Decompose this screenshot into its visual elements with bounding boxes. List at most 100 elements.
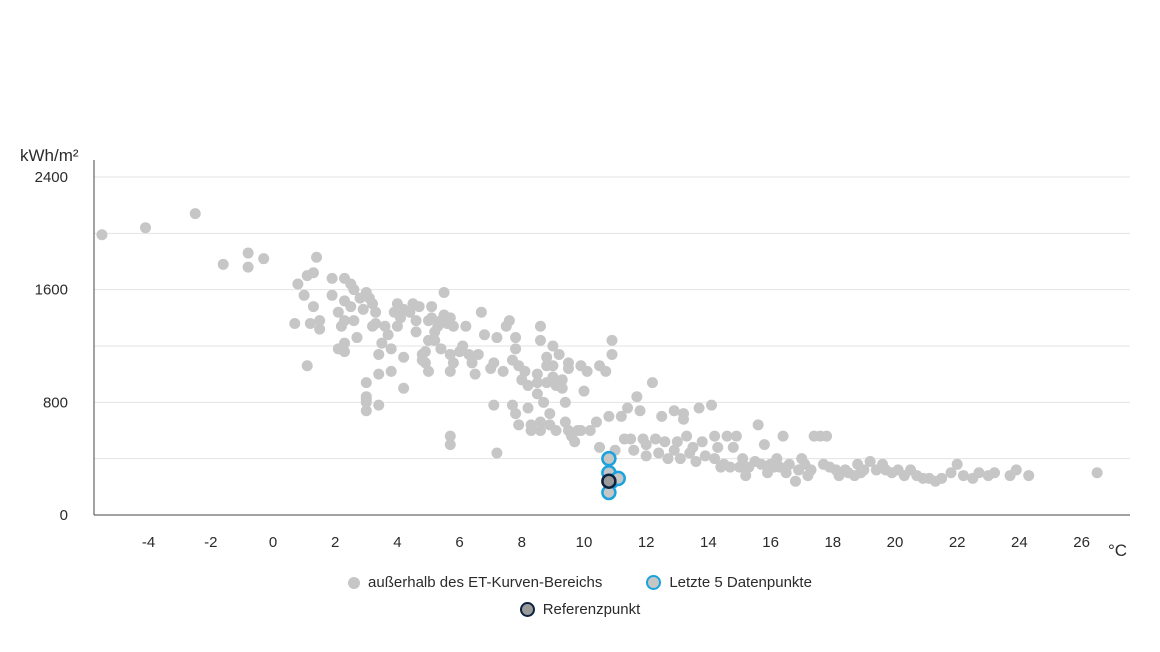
data-point-outside (640, 439, 652, 451)
data-point-outside (497, 365, 509, 377)
data-point-outside (96, 229, 108, 241)
data-point-outside (650, 433, 662, 445)
data-point-outside (936, 472, 948, 484)
data-point-outside (426, 312, 438, 324)
data-point-outside (385, 365, 397, 377)
x-tick-label: 4 (393, 534, 401, 551)
legend-item-last-5: Letzte 5 Datenpunkte (646, 574, 812, 591)
data-point-outside (435, 343, 447, 355)
data-point-outside (734, 461, 745, 473)
data-point-outside (391, 320, 403, 332)
data-point-outside (376, 337, 388, 349)
data-point-outside (326, 272, 338, 284)
data-point-outside (671, 436, 683, 448)
data-point-outside (339, 337, 351, 349)
data-point-outside (730, 430, 742, 442)
data-point-outside (737, 453, 749, 465)
data-point-outside (475, 306, 487, 318)
data-point-outside (491, 447, 503, 459)
data-point-outside (326, 289, 338, 301)
legend-marker-reference-icon (519, 602, 535, 617)
data-point-outside (444, 365, 456, 377)
data-point-last-5 (601, 450, 617, 467)
y-axis-label: kWh/m² (20, 146, 79, 165)
data-point-outside (351, 332, 363, 344)
data-point-outside (478, 329, 490, 341)
data-point-outside (410, 326, 422, 338)
data-point-outside (709, 453, 721, 465)
data-point-outside (506, 399, 518, 411)
x-tick-label: 18 (824, 534, 841, 551)
data-point-outside (594, 441, 606, 453)
data-point-outside (525, 425, 537, 436)
data-point-outside (721, 430, 733, 442)
data-point-outside (547, 340, 559, 352)
y-tick-label: 800 (43, 394, 68, 411)
y-tick-label: 1600 (35, 282, 68, 299)
data-point-outside (553, 348, 565, 360)
data-point-outside (569, 436, 581, 448)
data-point-outside (646, 377, 658, 389)
data-point-outside (603, 410, 615, 422)
data-point-outside (696, 436, 708, 448)
data-point-outside (457, 340, 469, 352)
y-tick-label: 0 (60, 507, 68, 524)
data-point-outside (622, 402, 634, 414)
data-point-outside (139, 222, 151, 234)
data-point-outside (503, 315, 515, 327)
legend-row-2: Referenzpunkt (0, 601, 1160, 618)
data-point-outside (292, 278, 304, 290)
data-point-outside (1010, 464, 1022, 476)
x-tick-label: 20 (887, 534, 904, 551)
data-point-outside (575, 425, 587, 436)
x-tick-label: -2 (204, 534, 217, 551)
data-point-outside (345, 301, 357, 313)
legend-item-reference: Referenzpunkt (519, 601, 640, 618)
data-point-outside (687, 441, 699, 453)
data-point-outside (628, 444, 640, 456)
data-point-outside (307, 267, 319, 279)
data-point-outside (531, 368, 543, 380)
data-point-outside (370, 306, 382, 318)
data-point-outside (370, 317, 382, 329)
data-point-outside (581, 365, 593, 377)
data-point-outside (634, 405, 646, 417)
data-point-outside (758, 439, 770, 451)
data-point-outside (217, 258, 229, 270)
data-point-outside (385, 343, 397, 355)
x-tick-label: 26 (1073, 534, 1090, 551)
data-point-outside (659, 436, 671, 448)
data-point-outside (674, 453, 686, 465)
x-tick-labels: -4 -2 0 2 4 6 8 10 12 14 16 18 20 22 24 26 (142, 534, 1090, 551)
x-tick-label: 0 (269, 534, 277, 551)
x-tick-label: 6 (455, 534, 463, 551)
data-point-outside (709, 430, 721, 442)
data-point-outside (413, 301, 425, 313)
legend-row-1: außerhalb des ET-Kurven-Bereichs Letzte … (0, 574, 1160, 591)
data-point-outside (668, 444, 680, 456)
data-point-outside (348, 315, 360, 327)
data-point-outside (562, 363, 574, 375)
data-point-outside (447, 320, 459, 332)
x-tick-label: 8 (518, 534, 526, 551)
data-point-outside (360, 377, 372, 389)
data-point-outside (289, 317, 301, 329)
data-point-outside (360, 396, 372, 408)
data-point-outside (304, 317, 316, 329)
data-point-outside (699, 450, 711, 462)
data-point-outside (298, 289, 310, 301)
data-point-outside (444, 312, 456, 324)
data-point-outside (541, 351, 553, 363)
data-point-outside (771, 453, 783, 465)
data-point-outside (429, 334, 441, 346)
data-point-outside (379, 320, 391, 332)
data-point-outside (706, 399, 718, 411)
data-point-outside (1023, 470, 1035, 482)
data-point-outside (957, 470, 969, 482)
data-point-outside (510, 408, 522, 420)
data-point-outside (339, 315, 351, 327)
data-point-outside (858, 464, 870, 476)
data-point-outside (606, 348, 618, 360)
data-points (96, 208, 1103, 501)
